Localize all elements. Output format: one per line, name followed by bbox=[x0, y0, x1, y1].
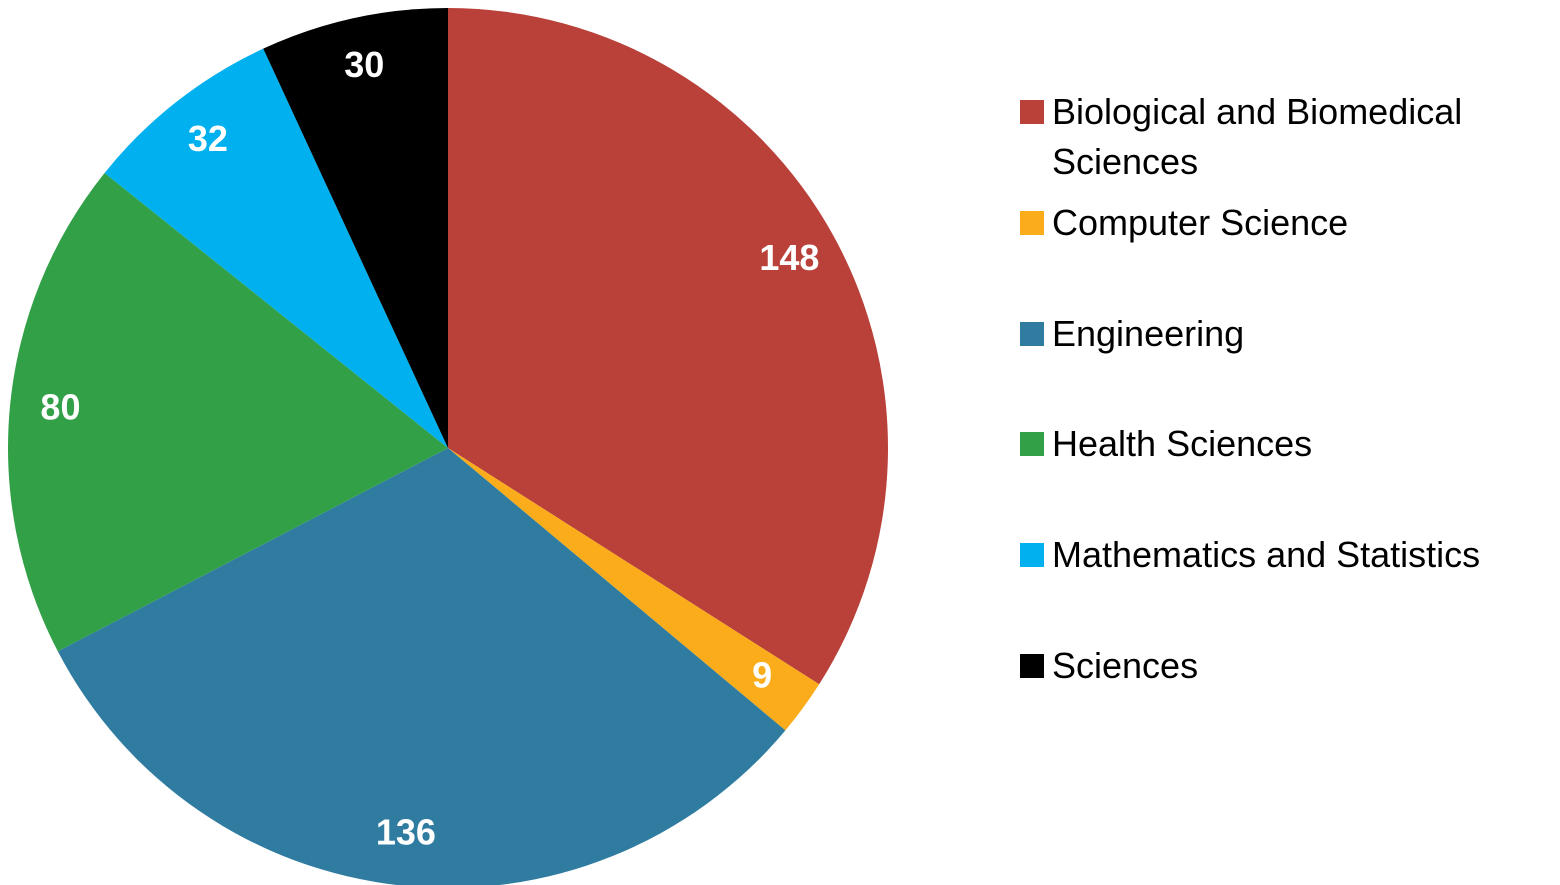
legend-item: Sciences bbox=[1020, 641, 1550, 691]
legend-swatch bbox=[1020, 321, 1044, 346]
data-label: 136 bbox=[376, 812, 436, 853]
legend-item: Engineering bbox=[1020, 309, 1550, 359]
pie-slice bbox=[448, 8, 888, 685]
legend-swatch bbox=[1020, 654, 1044, 678]
legend-item: Biological and Biomedical Sciences bbox=[1020, 87, 1550, 187]
pie-slice bbox=[57, 448, 786, 885]
pie-slice bbox=[7, 172, 448, 652]
pie-slice bbox=[448, 448, 820, 731]
pie-slice bbox=[263, 8, 448, 448]
legend-item: Health Sciences bbox=[1020, 419, 1550, 469]
legend-swatch bbox=[1020, 210, 1044, 235]
legend-label: Health Sciences bbox=[1052, 423, 1313, 465]
legend-swatch bbox=[1020, 543, 1044, 568]
data-label: 9 bbox=[752, 655, 772, 696]
data-label: 148 bbox=[759, 237, 819, 278]
legend-label: Engineering bbox=[1052, 312, 1245, 354]
legend-item: Computer Science bbox=[1020, 198, 1550, 248]
legend-label: Sciences bbox=[1052, 645, 1199, 686]
data-label: 30 bbox=[344, 44, 384, 85]
chart: 148 9 136 80 32 30 bbox=[7, 8, 888, 885]
legend-label: Computer Science bbox=[1052, 201, 1349, 243]
data-label: 80 bbox=[40, 387, 80, 428]
legend-swatch bbox=[1020, 100, 1044, 124]
legend-label: Mathematics and Statistics bbox=[1052, 534, 1481, 576]
data-label: 32 bbox=[188, 118, 228, 159]
legend-label: Biological and Biomedical Sciences bbox=[1052, 91, 1463, 182]
legend-swatch bbox=[1020, 432, 1044, 457]
legend-item: Mathematics and Statistics bbox=[1020, 530, 1550, 580]
pie-slice bbox=[104, 48, 448, 449]
